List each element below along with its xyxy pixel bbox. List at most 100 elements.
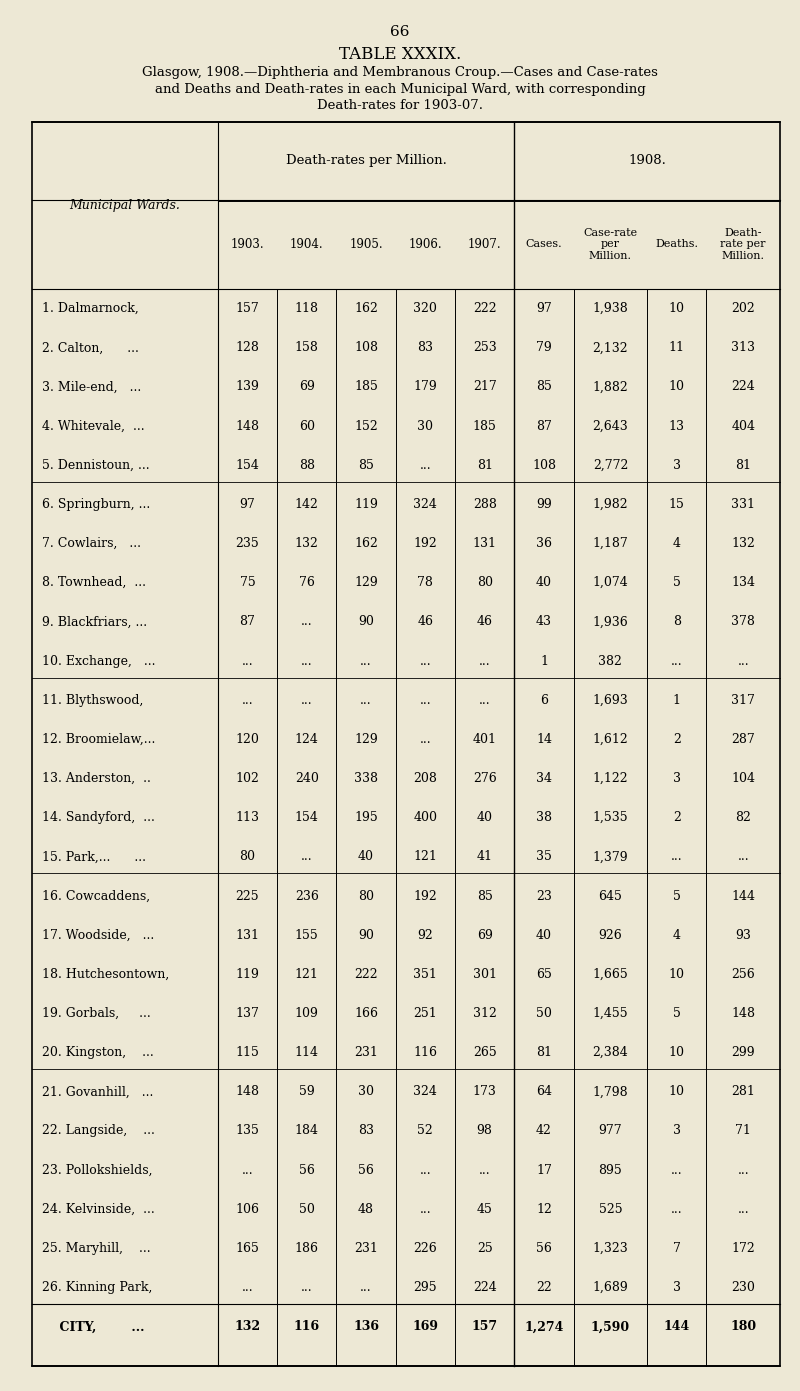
Text: 34: 34 [536,772,552,785]
Text: 50: 50 [536,1007,552,1020]
Text: 3: 3 [673,459,681,472]
Text: 226: 226 [414,1242,438,1255]
Text: 85: 85 [477,889,493,903]
Text: 4: 4 [673,929,681,942]
Text: 10: 10 [669,302,685,316]
Text: 131: 131 [235,929,259,942]
Text: 132: 132 [234,1320,261,1334]
Text: Death-rates per Million.: Death-rates per Million. [286,154,446,167]
Text: 35: 35 [536,850,552,864]
Text: 116: 116 [414,1046,438,1059]
Text: 10: 10 [669,968,685,981]
Text: 8. Townhead,  ...: 8. Townhead, ... [42,576,146,590]
Text: Death-rates for 1903-07.: Death-rates for 1903-07. [317,99,483,113]
Text: 3: 3 [673,772,681,785]
Text: 1906.: 1906. [409,238,442,250]
Text: 1,982: 1,982 [593,498,628,510]
Text: 48: 48 [358,1203,374,1216]
Text: 1903.: 1903. [230,238,264,250]
Text: 26. Kinning Park,: 26. Kinning Park, [42,1281,152,1294]
Text: 106: 106 [235,1203,259,1216]
Text: 71: 71 [735,1124,751,1138]
Text: ...: ... [671,1164,682,1177]
Text: 265: 265 [473,1046,497,1059]
Text: 217: 217 [473,381,497,394]
Text: Case-rate
per
Million.: Case-rate per Million. [583,228,638,262]
Text: 645: 645 [598,889,622,903]
Text: ...: ... [419,694,431,707]
Text: 144: 144 [664,1320,690,1334]
Text: 192: 192 [414,537,438,549]
Text: 378: 378 [731,615,755,629]
Text: 148: 148 [235,420,259,433]
Text: 129: 129 [354,576,378,590]
Text: 59: 59 [299,1085,314,1099]
Text: 173: 173 [473,1085,497,1099]
Bar [32,122,780,1366]
Text: 40: 40 [477,811,493,825]
Text: 64: 64 [536,1085,552,1099]
Text: 121: 121 [414,850,438,864]
Text: 85: 85 [358,459,374,472]
Text: 41: 41 [477,850,493,864]
Text: 81: 81 [477,459,493,472]
Text: 4: 4 [673,537,681,549]
Text: ...: ... [419,459,431,472]
Text: 3: 3 [673,1281,681,1294]
Text: 1,936: 1,936 [593,615,628,629]
Text: 21. Govanhill,   ...: 21. Govanhill, ... [42,1085,153,1099]
Text: 2: 2 [673,733,681,746]
Text: 98: 98 [477,1124,493,1138]
Text: 7: 7 [673,1242,681,1255]
Text: 231: 231 [354,1046,378,1059]
Text: 276: 276 [473,772,497,785]
Text: 1,122: 1,122 [593,772,628,785]
Text: 1,187: 1,187 [593,537,628,549]
Text: 256: 256 [731,968,755,981]
Text: 7. Cowlairs,   ...: 7. Cowlairs, ... [42,537,141,549]
Text: 50: 50 [299,1203,314,1216]
Text: 222: 222 [473,302,497,316]
Text: 12. Broomielaw,...: 12. Broomielaw,... [42,733,155,746]
Text: ...: ... [671,850,682,864]
Text: Death-
rate per
Million.: Death- rate per Million. [721,228,766,262]
Text: 56: 56 [536,1242,552,1255]
Text: 30: 30 [358,1085,374,1099]
Text: 43: 43 [536,615,552,629]
Text: 108: 108 [354,341,378,355]
Text: 128: 128 [235,341,259,355]
Text: 288: 288 [473,498,497,510]
Text: 295: 295 [414,1281,437,1294]
Text: 1. Dalmarnock,: 1. Dalmarnock, [42,302,138,316]
Text: 1,612: 1,612 [593,733,628,746]
Text: 1,938: 1,938 [593,302,628,316]
Text: 25. Maryhill,    ...: 25. Maryhill, ... [42,1242,150,1255]
Text: 158: 158 [295,341,318,355]
Text: 1,590: 1,590 [591,1320,630,1334]
Text: 131: 131 [473,537,497,549]
Text: 132: 132 [295,537,318,549]
Text: 351: 351 [414,968,438,981]
Text: Municipal Wards.: Municipal Wards. [70,199,180,213]
Text: 185: 185 [473,420,497,433]
Text: 129: 129 [354,733,378,746]
Text: 235: 235 [235,537,259,549]
Text: 137: 137 [235,1007,259,1020]
Text: 80: 80 [477,576,493,590]
Text: 4. Whitevale,  ...: 4. Whitevale, ... [42,420,144,433]
Text: 977: 977 [598,1124,622,1138]
Text: 155: 155 [295,929,318,942]
Text: 312: 312 [473,1007,497,1020]
Text: 16. Cowcaddens,: 16. Cowcaddens, [42,889,150,903]
Text: 23. Pollokshields,: 23. Pollokshields, [42,1164,152,1177]
Text: ...: ... [242,655,254,668]
Text: 169: 169 [412,1320,438,1334]
Text: 87: 87 [239,615,255,629]
Text: 142: 142 [295,498,318,510]
Text: ...: ... [419,733,431,746]
Text: 118: 118 [294,302,318,316]
Text: 40: 40 [536,576,552,590]
Text: 38: 38 [536,811,552,825]
Text: ...: ... [419,655,431,668]
Text: 1,665: 1,665 [593,968,628,981]
